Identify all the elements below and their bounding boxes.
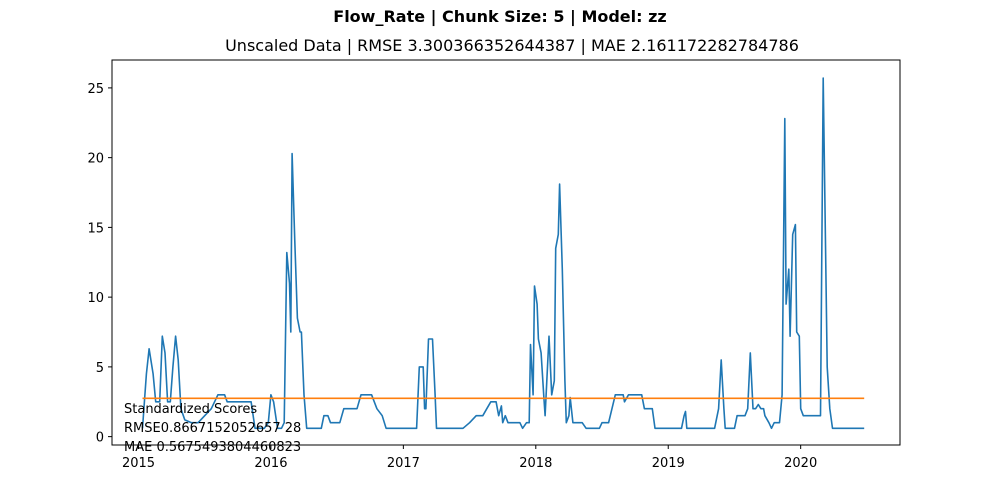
x-tick-label-2016: 2016	[254, 456, 287, 471]
y-tick-label-25: 25	[87, 82, 104, 97]
x-tick-label-2017: 2017	[387, 456, 420, 471]
y-tick-label-10: 10	[87, 291, 104, 306]
y-tick-label-0: 0	[96, 431, 104, 446]
x-tick-label-2015: 2015	[122, 456, 155, 471]
series-line-1	[141, 77, 865, 430]
annotation-line-1: Standardized Scores	[124, 402, 257, 417]
y-axis: 0 5 10 15 20 25	[87, 82, 112, 446]
y-tick-label-5: 5	[96, 361, 104, 376]
series-layer	[141, 77, 865, 430]
x-tick-label-2019: 2019	[652, 456, 685, 471]
chart-title: Unscaled Data | RMSE 3.300366352644387 |…	[225, 36, 799, 55]
y-tick-label-20: 20	[87, 152, 104, 167]
x-axis: 2015 2016 2017 2018 2019 2020	[122, 445, 817, 471]
y-tick-label-15: 15	[87, 221, 104, 236]
annotation-line-3: MAE 0.5675493804460823	[124, 440, 301, 455]
scores-annotation: Standardized Scores RMSE0.8667152052657 …	[124, 402, 305, 455]
plot-area	[111, 59, 901, 446]
x-tick-label-2020: 2020	[784, 456, 817, 471]
figure-suptitle: Flow_Rate | Chunk Size: 5 | Model: zz	[333, 7, 667, 26]
x-tick-label-2018: 2018	[519, 456, 552, 471]
annotation-line-2: RMSE0.8667152052657 28	[124, 421, 301, 436]
plot-frame	[111, 59, 901, 446]
